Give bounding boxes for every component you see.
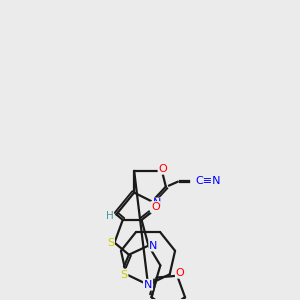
- Text: N: N: [153, 199, 161, 208]
- Text: S: S: [107, 238, 114, 248]
- Text: O: O: [176, 268, 184, 278]
- Text: O: O: [151, 202, 160, 212]
- Text: C≡N: C≡N: [196, 176, 221, 186]
- Text: S: S: [120, 269, 128, 280]
- Text: N: N: [144, 280, 152, 290]
- Text: O: O: [158, 164, 167, 174]
- Text: N: N: [149, 241, 158, 250]
- Text: H: H: [106, 212, 113, 221]
